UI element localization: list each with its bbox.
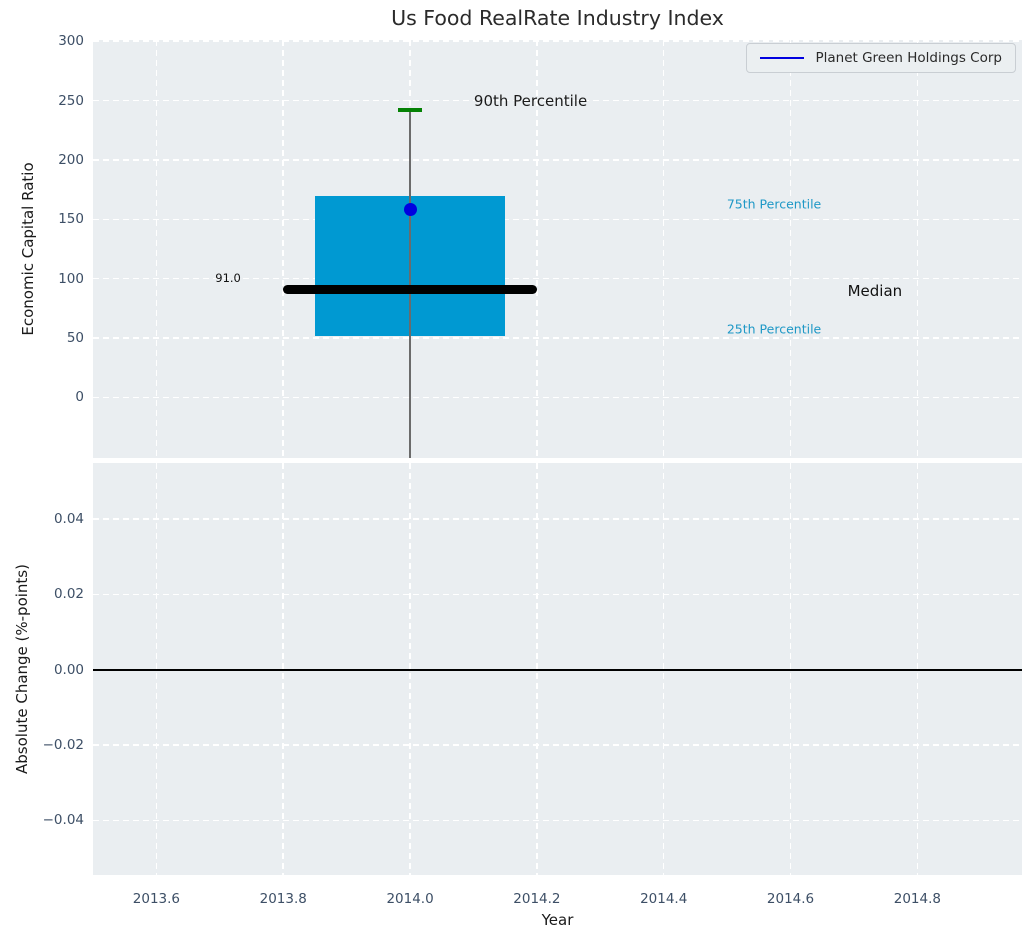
y-tick-label: 250 xyxy=(58,92,84,109)
gridline-horizontal xyxy=(93,277,1022,280)
gridline-horizontal xyxy=(93,396,1022,399)
annotation: 25th Percentile xyxy=(726,321,822,337)
gridline-horizontal xyxy=(93,40,1022,42)
x-tick-label: 2014.2 xyxy=(513,891,561,907)
x-tick-label: 2014.4 xyxy=(640,891,688,907)
x-tick-label: 2014.8 xyxy=(893,891,941,907)
y-tick-label: −0.04 xyxy=(42,812,84,829)
gridline-vertical xyxy=(662,40,665,458)
whisker-line xyxy=(409,110,411,458)
y-tick-label: −0.02 xyxy=(42,737,84,754)
x-axis-label-year: Year xyxy=(541,911,574,929)
gridline-horizontal xyxy=(93,744,1022,746)
y-axis-label-absolute-change: Absolute Change (%-points) xyxy=(13,564,31,774)
annotation: 90th Percentile xyxy=(473,91,588,110)
y-tick-label: 0.02 xyxy=(53,586,84,603)
y-tick-label: 100 xyxy=(58,270,84,287)
annotation: 91.0 xyxy=(215,270,241,285)
company-data-point xyxy=(403,203,417,217)
gridline-horizontal xyxy=(93,99,1022,102)
legend: Planet Green Holdings Corp xyxy=(746,43,1016,73)
y-tick-label: 0.00 xyxy=(53,661,84,678)
annotation: Median xyxy=(847,281,903,300)
gridline-vertical xyxy=(536,40,538,458)
chart-title: Us Food RealRate Industry Index xyxy=(391,6,724,30)
gridline-horizontal xyxy=(93,159,1022,161)
gridline-horizontal xyxy=(93,593,1022,596)
y-axis-label-economic-capital-ratio: Economic Capital Ratio xyxy=(19,162,37,336)
y-tick-label: 50 xyxy=(66,330,84,347)
zero-line xyxy=(93,668,1022,671)
gridline-horizontal xyxy=(93,819,1022,822)
x-tick-label: 2014.6 xyxy=(766,891,815,907)
x-tick-label: 2013.8 xyxy=(259,891,307,907)
gridline-vertical xyxy=(155,40,158,458)
y-tick-label: 0 xyxy=(75,389,84,406)
whisker-cap-90th-percentile xyxy=(398,108,423,112)
gridline-vertical xyxy=(916,40,919,458)
y-tick-label: 150 xyxy=(58,211,84,228)
y-tick-label: 0.04 xyxy=(53,511,84,528)
legend-label: Planet Green Holdings Corp xyxy=(815,50,1002,66)
gridline-vertical xyxy=(789,40,792,458)
x-tick-label: 2013.6 xyxy=(132,891,181,907)
y-tick-label: 200 xyxy=(58,151,84,168)
median-line xyxy=(283,284,537,294)
y-tick-label: 300 xyxy=(58,33,84,50)
gridline-horizontal xyxy=(93,337,1022,339)
economic-capital-ratio-plot: 0 50 100 150 200 250 300 90th Percentile 91.0 75t… xyxy=(58,33,1022,458)
absolute-change-plot: 0.04 0.02 0.00 −0.02 −0.04 2013.6 2013.8 2014.0… xyxy=(43,463,1022,907)
legend-line-swatch xyxy=(760,56,805,60)
x-tick-label: 2014.0 xyxy=(386,891,434,907)
gridline-horizontal xyxy=(93,218,1022,221)
gridline-vertical xyxy=(282,40,284,458)
annotation: 75th Percentile xyxy=(726,196,822,212)
gridline-horizontal xyxy=(93,518,1022,520)
